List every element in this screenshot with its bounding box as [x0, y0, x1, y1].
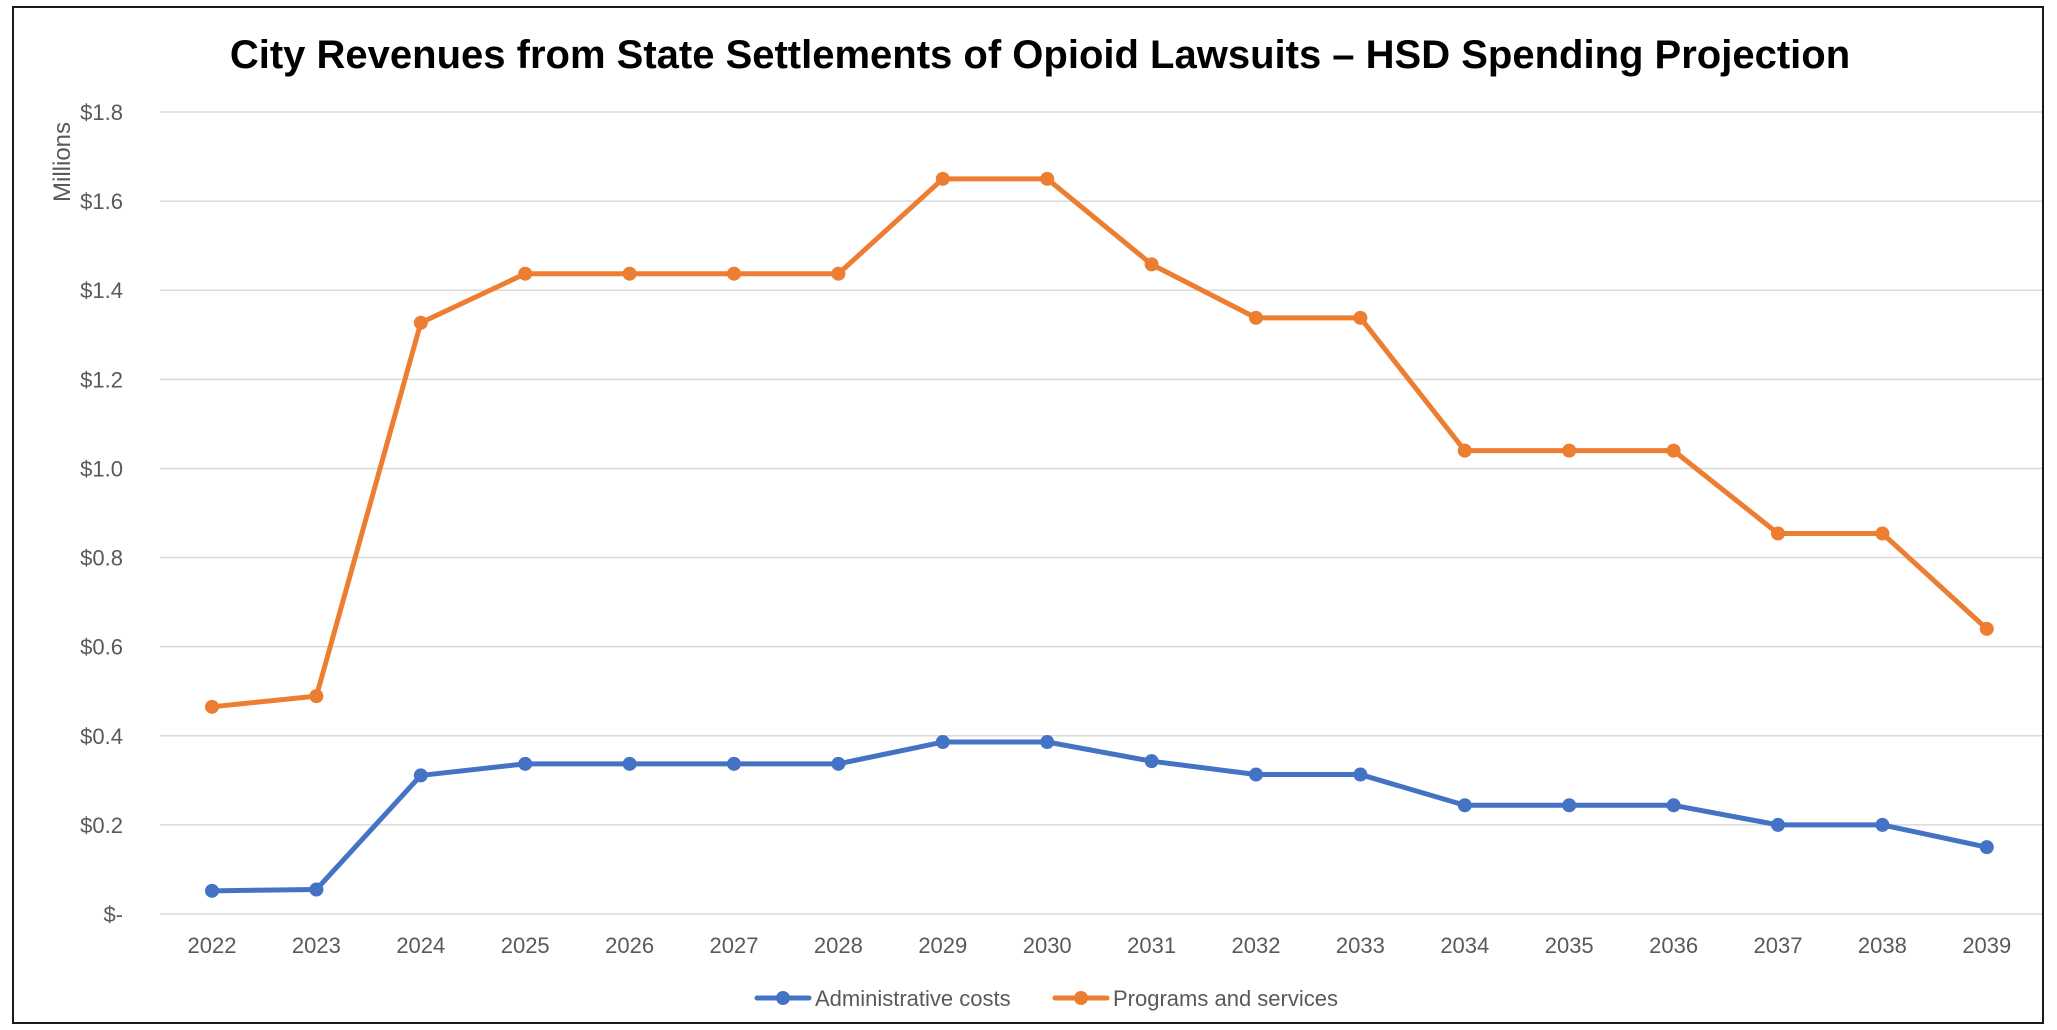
x-tick-label: 2027 [710, 933, 759, 958]
data-point [1249, 310, 1263, 325]
data-point [205, 883, 219, 898]
y-axis-label: Millions [49, 122, 76, 202]
data-point [309, 689, 324, 704]
data-point [831, 266, 846, 281]
data-point [1979, 840, 1994, 855]
data-point [622, 266, 637, 281]
data-point [309, 882, 324, 897]
data-point [1666, 443, 1681, 458]
x-tick-label: 2030 [1023, 933, 1072, 958]
legend-swatch-marker [776, 991, 790, 1005]
data-point [1875, 526, 1890, 541]
x-tick-label: 2026 [605, 933, 654, 958]
y-tick-label: $1.6 [80, 189, 123, 214]
data-point [831, 756, 846, 771]
y-tick-label: $1.0 [80, 456, 123, 481]
chart-title: City Revenues from State Settlements of … [230, 33, 1850, 77]
x-tick-label: 2024 [396, 933, 445, 958]
data-point [1144, 257, 1159, 272]
data-point [727, 266, 741, 281]
data-point [1040, 171, 1055, 186]
data-point [1875, 817, 1890, 832]
data-point [1249, 767, 1263, 782]
x-tick-label: 2023 [292, 933, 341, 958]
x-tick-label: 2032 [1232, 933, 1281, 958]
y-tick-label: $0.6 [80, 635, 123, 660]
series-lines [205, 171, 1994, 898]
data-point [935, 735, 950, 750]
data-point [1666, 798, 1681, 813]
data-point [1353, 767, 1368, 782]
data-point [727, 756, 741, 771]
data-point [413, 768, 428, 783]
x-tick-label: 2035 [1545, 933, 1594, 958]
data-point [935, 171, 950, 186]
legend-swatch-marker [1074, 991, 1088, 1005]
y-tick-label: $0.4 [80, 724, 123, 749]
legend-label: Programs and services [1113, 986, 1338, 1011]
legend-item: Administrative costs [754, 986, 1011, 1011]
x-tick-label: 2034 [1440, 933, 1489, 958]
y-tick-label: $- [103, 902, 123, 927]
x-tick-label: 2028 [814, 933, 863, 958]
legend-label: Administrative costs [815, 986, 1011, 1011]
x-axis-ticks: 2022 2023 2024 2025 2026 2027 2028 2029 2030 2031… [188, 933, 2012, 958]
data-point [1457, 798, 1472, 813]
legend-item: Programs and services [1052, 986, 1338, 1011]
data-point [1144, 754, 1159, 769]
gridlines [160, 111, 2042, 915]
y-axis-ticks: $- $0.2 $0.4 $0.6 $0.8 $1.0 $1.2 $1.4 $1.6 $1.8 [80, 100, 123, 927]
y-tick-label: $1.4 [80, 278, 123, 303]
y-tick-label: $0.8 [80, 546, 123, 571]
y-tick-label: $0.2 [80, 813, 123, 838]
x-tick-label: 2038 [1858, 933, 1907, 958]
data-point [1562, 798, 1577, 813]
x-tick-label: 2033 [1336, 933, 1385, 958]
legend: Administrative costs Programs and service… [754, 986, 1338, 1011]
x-tick-label: 2031 [1127, 933, 1176, 958]
data-point [413, 315, 428, 330]
data-point [1353, 310, 1368, 325]
data-point [622, 756, 637, 771]
data-point [1562, 443, 1577, 458]
x-tick-label: 2036 [1649, 933, 1698, 958]
x-tick-label: 2039 [1962, 933, 2011, 958]
series-programs-and-services [205, 171, 1994, 714]
data-point [1457, 443, 1472, 458]
x-tick-label: 2022 [188, 933, 237, 958]
x-tick-label: 2037 [1754, 933, 1803, 958]
y-tick-label: $1.2 [80, 367, 123, 392]
data-point [205, 699, 219, 714]
series-administrative-costs [205, 735, 1994, 898]
series-line [209, 739, 1990, 894]
x-tick-label: 2029 [918, 933, 967, 958]
data-point [518, 756, 533, 771]
x-tick-label: 2025 [501, 933, 550, 958]
data-point [1771, 526, 1785, 541]
data-point [1040, 735, 1055, 750]
y-tick-label: $1.8 [80, 100, 123, 125]
data-point [1771, 817, 1785, 832]
series-line [209, 176, 1990, 710]
data-point [518, 266, 533, 281]
data-point [1979, 621, 1994, 636]
